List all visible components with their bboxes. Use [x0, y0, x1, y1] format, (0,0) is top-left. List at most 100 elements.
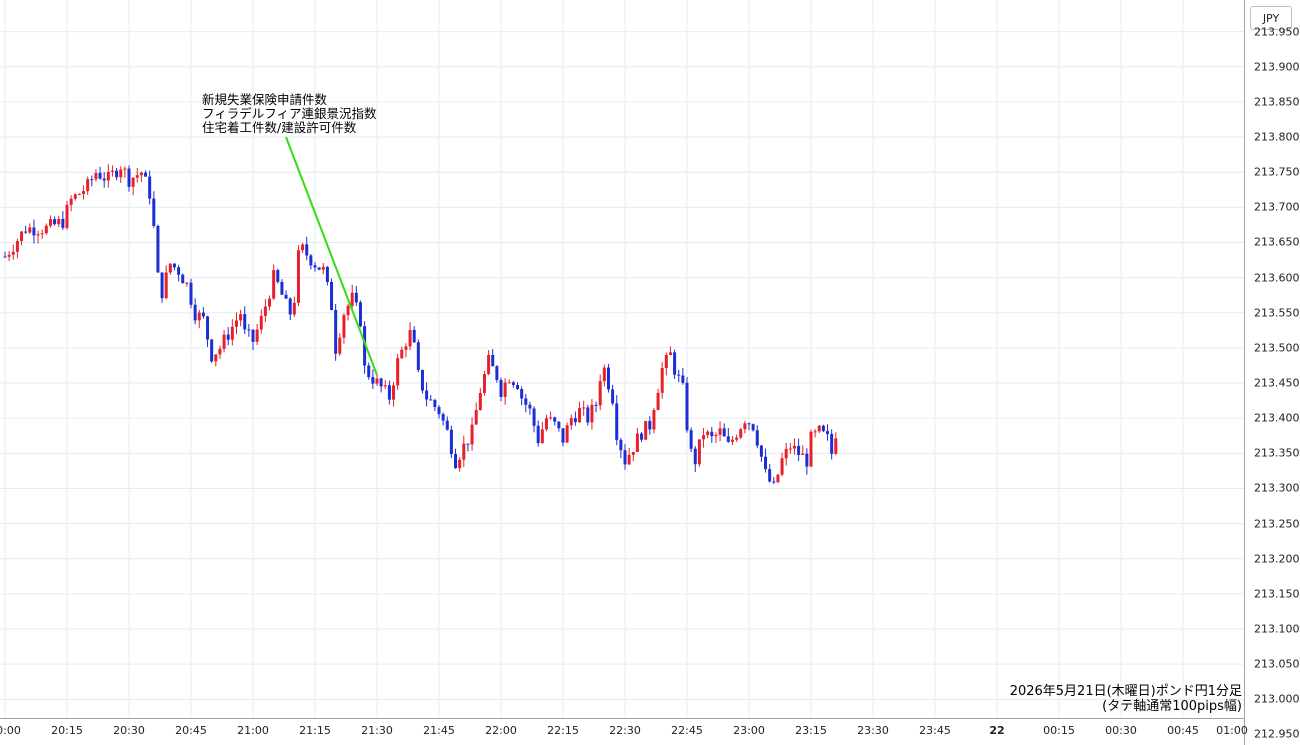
candle-down: [673, 352, 677, 375]
candle-up: [396, 358, 400, 386]
candle-up: [602, 367, 606, 382]
candle-down: [805, 453, 809, 467]
candle-down: [152, 198, 156, 226]
price-tick-label: 213.150: [1254, 587, 1300, 601]
candle-down: [830, 433, 834, 454]
candle-down: [90, 179, 94, 181]
candle-up: [702, 435, 706, 440]
candle-up: [458, 459, 462, 469]
price-tick-label: 213.550: [1254, 306, 1300, 320]
candle-down: [156, 225, 160, 273]
candle-down: [358, 302, 362, 327]
price-chart[interactable]: [0, 0, 1244, 718]
candle-up: [321, 266, 325, 270]
candle-down: [520, 389, 524, 399]
candle-up: [400, 349, 404, 359]
candle-up: [569, 418, 573, 426]
candle-up: [57, 218, 61, 225]
candle-down: [615, 403, 619, 440]
candle-up: [801, 453, 805, 455]
candle-up: [139, 172, 143, 176]
price-tick-label: 213.850: [1254, 95, 1300, 109]
candle-down: [334, 310, 338, 354]
price-tick-label: 213.250: [1254, 517, 1300, 531]
candle-down: [354, 292, 358, 303]
candle-down: [466, 443, 470, 445]
candle-up: [218, 348, 222, 355]
candle-down: [127, 168, 131, 187]
candle-down: [445, 420, 449, 430]
candle-up: [590, 404, 594, 423]
candle-down: [495, 366, 499, 380]
candle-down: [160, 272, 164, 299]
candle-up: [222, 334, 226, 349]
candle-up: [730, 439, 734, 442]
currency-badge[interactable]: JPY: [1250, 6, 1292, 30]
event-line-2: フィラデルフィア連銀景況指数: [202, 106, 377, 121]
candle-up: [346, 305, 350, 316]
candle-up: [743, 423, 747, 430]
candle-up: [268, 298, 272, 307]
candle-down: [412, 329, 416, 343]
price-tick-label: 213.950: [1254, 25, 1300, 39]
candle-down: [416, 342, 420, 371]
candle-down: [511, 382, 515, 386]
candle-down: [433, 400, 437, 408]
candle-down: [201, 312, 205, 317]
candle-up: [48, 219, 52, 226]
candle-down: [325, 266, 329, 282]
candle-up: [652, 410, 656, 430]
price-tick-label: 213.650: [1254, 235, 1300, 249]
price-tick-label: 213.100: [1254, 622, 1300, 636]
price-tick-label: 213.900: [1254, 60, 1300, 74]
time-tick-label: 21:15: [299, 724, 331, 737]
candle-down: [425, 390, 429, 400]
event-pointer-line: [285, 136, 378, 376]
time-tick-label: 23:45: [919, 724, 951, 737]
candle-down: [681, 375, 685, 383]
candle-up: [44, 225, 48, 234]
candle-down: [429, 399, 433, 401]
candle-down: [181, 274, 185, 284]
candle-down: [536, 425, 540, 444]
candle-down: [61, 218, 65, 228]
candle-up: [817, 425, 821, 432]
price-tick-label: 213.400: [1254, 411, 1300, 425]
candle-up: [788, 448, 792, 450]
price-tick-label: 213.200: [1254, 552, 1300, 566]
candle-down: [726, 436, 730, 442]
candle-up: [474, 410, 478, 425]
candle-up: [549, 417, 553, 419]
candle-down: [441, 414, 445, 421]
time-axis-line: [0, 718, 1244, 719]
time-tick-label: 01:00: [1216, 724, 1248, 737]
candle-down: [363, 326, 367, 366]
time-tick-label: 23:00: [733, 724, 765, 737]
price-axis[interactable]: [1244, 0, 1300, 745]
candle-down: [276, 270, 280, 282]
candle-up: [631, 451, 635, 455]
candle-up: [627, 454, 631, 465]
price-tick-label: 213.700: [1254, 200, 1300, 214]
candle-up: [507, 382, 511, 384]
price-tick-label: 212.950: [1254, 727, 1300, 741]
time-tick-label: 22:30: [609, 724, 641, 737]
candle-down: [251, 329, 255, 342]
candle-down: [32, 227, 36, 236]
candle-up: [735, 437, 739, 440]
price-tick-label: 213.750: [1254, 165, 1300, 179]
candle-down: [747, 423, 751, 425]
candle-up: [77, 194, 81, 196]
candle-up: [292, 302, 296, 315]
candle-down: [524, 398, 528, 405]
candle-up: [131, 177, 135, 187]
candle-up: [123, 168, 127, 170]
candle-up: [375, 378, 379, 384]
candle-up: [813, 431, 817, 433]
candle-up: [470, 424, 474, 445]
candle-down: [693, 448, 697, 465]
candle-up: [544, 418, 548, 430]
price-tick-label: 213.000: [1254, 692, 1300, 706]
candle-down: [826, 431, 830, 434]
candle-down: [677, 374, 681, 376]
